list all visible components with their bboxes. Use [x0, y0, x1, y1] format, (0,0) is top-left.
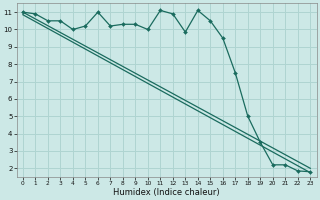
X-axis label: Humidex (Indice chaleur): Humidex (Indice chaleur) — [113, 188, 220, 197]
